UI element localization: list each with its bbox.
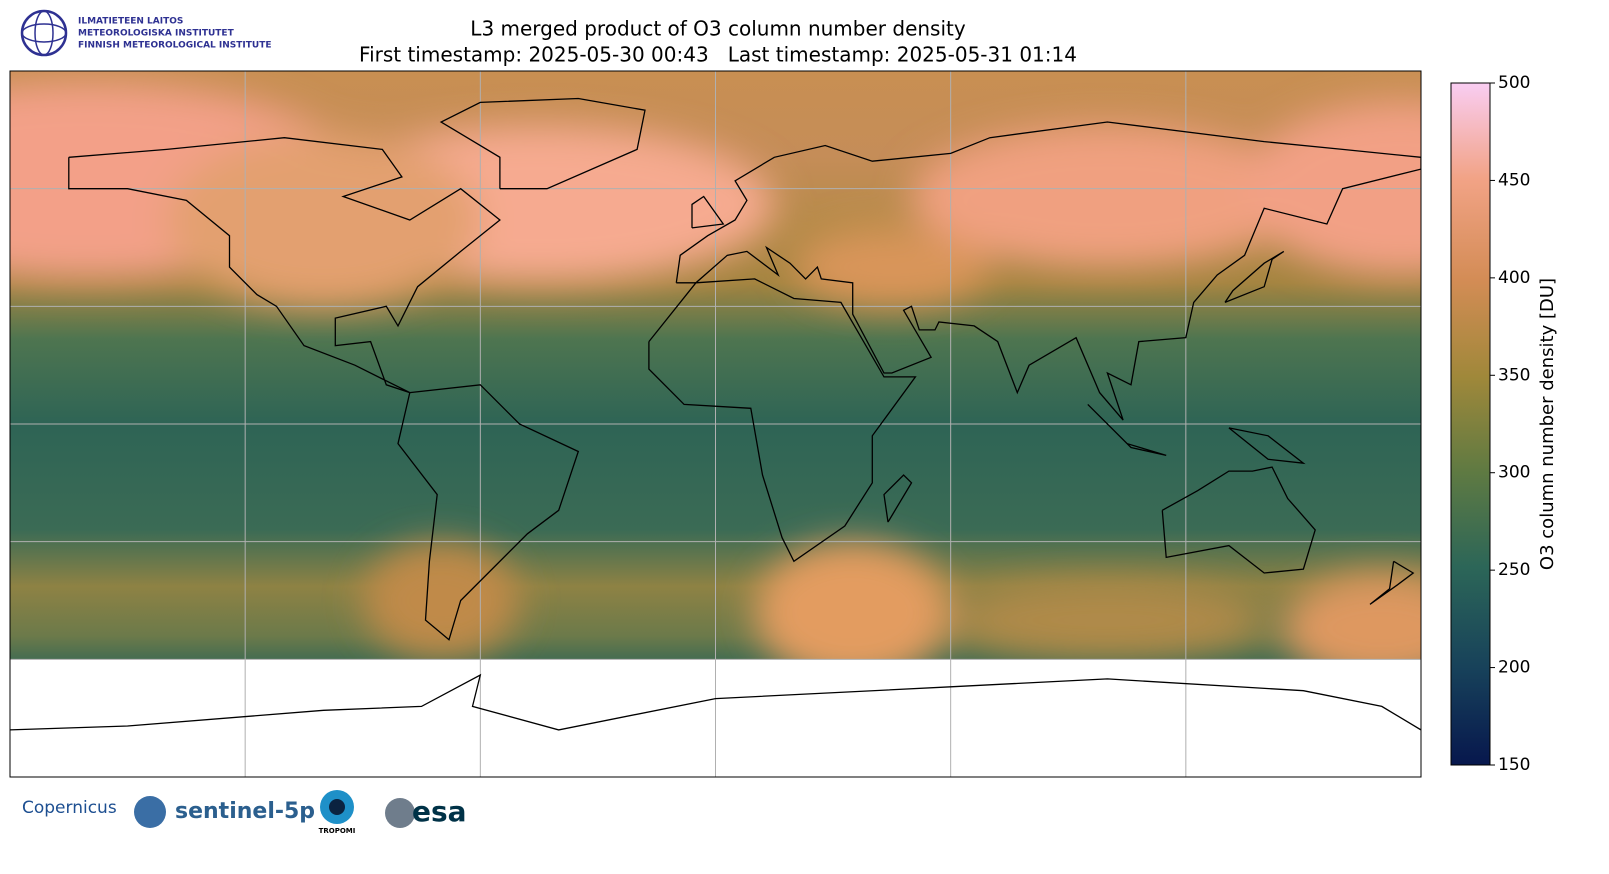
colorbar-label: O3 column number density [DU] — [1537, 278, 1558, 570]
colorbar-tick-label: 200 — [1498, 658, 1530, 678]
coastline — [1087, 403, 1167, 457]
colorbar-ticks: 150 200 250 300 350 400 450 500 — [1490, 73, 1530, 775]
ozone-blob — [793, 227, 990, 307]
coastline — [68, 137, 501, 394]
colorbar — [1450, 82, 1491, 766]
esa-logo: esa — [412, 795, 467, 828]
logo-text: ILMATIETEEN LAITOS — [78, 17, 183, 27]
colorbar-tick-label: 300 — [1498, 463, 1530, 483]
esa-icon — [385, 798, 415, 828]
map — [10, 71, 1421, 777]
ozone-highs — [10, 82, 1421, 683]
coastline — [10, 673, 1421, 731]
logo-text: FINNISH METEOROLOGICAL INSTITUTE — [78, 41, 272, 51]
tropomi-icon-core — [329, 799, 345, 815]
footer-logos: Copernicus sentinel-5p TROPOMI esa — [22, 790, 467, 835]
coastline — [883, 474, 913, 523]
coastline — [1224, 250, 1285, 304]
colorbar-tick-label: 400 — [1498, 268, 1530, 288]
logo-text: METEOROLOGISKA INSTITUTET — [78, 29, 235, 39]
subtitle: First timestamp: 2025-05-30 00:43 Last t… — [359, 43, 1077, 67]
coastline — [439, 97, 646, 190]
ozone-blob — [754, 541, 951, 683]
copernicus-logo: Copernicus — [22, 798, 117, 818]
map-frame — [9, 70, 1422, 778]
ozone-blob — [1283, 573, 1421, 683]
sentinel-logo: sentinel-5p — [175, 799, 315, 824]
colorbar-tick-label: 500 — [1498, 73, 1530, 93]
ozone-blob — [911, 125, 1304, 268]
coastline — [1228, 427, 1306, 465]
ozone-blob — [362, 541, 520, 660]
coastlines — [10, 97, 1421, 731]
ozone-blob — [166, 133, 481, 307]
coastline — [1161, 466, 1316, 574]
colorbar-tick-label: 150 — [1498, 755, 1530, 775]
ozone-blob — [950, 580, 1265, 660]
coastline — [648, 278, 917, 563]
title: L3 merged product of O3 column number de… — [470, 17, 966, 41]
coastline — [397, 384, 580, 641]
coastline — [1369, 560, 1415, 605]
sentinel-icon — [134, 796, 166, 828]
tropomi-logo: TROPOMI — [319, 827, 356, 835]
graticule — [10, 71, 1421, 777]
fmi-logo: ILMATIETEEN LAITOS METEOROLOGISKA INSTIT… — [20, 9, 272, 57]
colorbar-tick-label: 450 — [1498, 170, 1530, 190]
coastline — [691, 195, 725, 229]
colorbar-tick-label: 350 — [1498, 365, 1530, 385]
colorbar-tick-label: 250 — [1498, 560, 1530, 580]
coastline — [675, 121, 1421, 421]
